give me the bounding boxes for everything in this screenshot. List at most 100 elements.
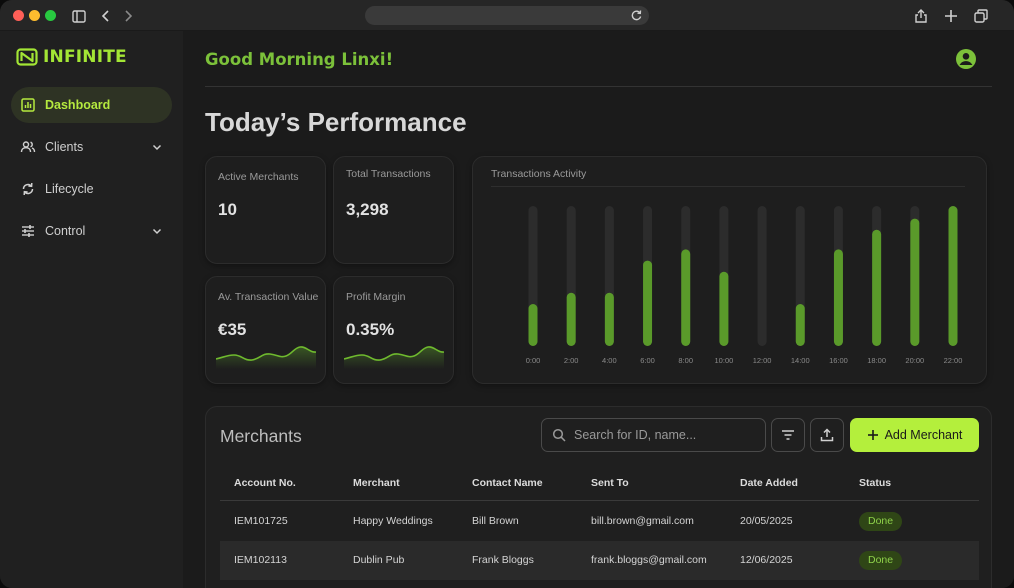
- stat-value: 0.35%: [346, 320, 395, 339]
- column-header-account[interactable]: Account No.: [234, 477, 296, 489]
- sparkline: [344, 346, 444, 369]
- stat-label: Active Merchants: [218, 171, 299, 183]
- stat-label: Profit Margin: [346, 291, 406, 303]
- main-content: Good Morning Linxi! Today’s Performance …: [183, 31, 1014, 588]
- infinite-logo-icon: [16, 48, 38, 66]
- contact-cell: Frank Bloggs: [472, 554, 534, 566]
- plus-icon: [867, 430, 878, 440]
- address-bar[interactable]: [365, 6, 649, 25]
- merchant-cell: Dublin Pub: [353, 554, 405, 566]
- greeting: Good Morning Linxi!: [205, 50, 394, 69]
- merchant-cell: Happy Weddings: [353, 515, 433, 527]
- bar-4:00[interactable]: [604, 292, 614, 346]
- column-header-status[interactable]: Status: [859, 477, 892, 489]
- users-icon: [20, 139, 36, 155]
- cycle-icon: [20, 181, 36, 197]
- new-tab-icon[interactable]: [941, 6, 961, 26]
- stat-label: Total Transactions: [346, 168, 431, 180]
- minimize-window-button[interactable]: [29, 10, 40, 21]
- forward-icon[interactable]: [118, 6, 138, 26]
- sidebar-item-label: Control: [45, 224, 86, 238]
- tick-label: 2:00: [564, 356, 579, 365]
- bar-14:00[interactable]: [795, 304, 805, 346]
- chart-divider: [491, 186, 965, 187]
- filter-button[interactable]: [771, 418, 805, 452]
- stat-card-profit-margin: Profit Margin 0.35%: [333, 276, 454, 384]
- bar-2:00[interactable]: [566, 292, 576, 346]
- account-avatar-icon[interactable]: [955, 48, 977, 70]
- table-header: Account No. Merchant Contact Name Sent T…: [220, 467, 979, 501]
- search-placeholder: Search for ID, name...: [574, 428, 697, 442]
- sidebar-item-label: Lifecycle: [45, 182, 94, 196]
- app-logo[interactable]: INFINITE: [16, 47, 127, 67]
- sidebar-toggle-icon[interactable]: [69, 6, 89, 26]
- date-cell: 20/05/2025: [740, 515, 793, 527]
- upload-icon: [820, 428, 834, 442]
- stat-card-active-merchants: Active Merchants 10: [205, 156, 326, 264]
- add-merchant-button[interactable]: Add Merchant: [850, 418, 979, 452]
- table-row[interactable]: IEM102113 Dublin Pub Frank Bloggs frank.…: [220, 541, 979, 580]
- bar-chart-icon: [20, 97, 36, 113]
- merchants-panel: Merchants Search for ID, name... Add Mer…: [205, 406, 992, 588]
- page-title: Today’s Performance: [205, 107, 467, 137]
- stat-value: 10: [218, 200, 237, 219]
- column-header-merchant[interactable]: Merchant: [353, 477, 400, 489]
- tick-label: 16:00: [829, 356, 848, 365]
- bar-18:00[interactable]: [872, 229, 882, 346]
- tick-label: 0:00: [526, 356, 541, 365]
- sliders-icon: [20, 223, 36, 239]
- tick-label: 22:00: [944, 356, 963, 365]
- tick-label: 10:00: [715, 356, 734, 365]
- bar-22:00[interactable]: [948, 206, 958, 346]
- account-cell: IEM101725: [234, 515, 288, 527]
- add-merchant-label: Add Merchant: [884, 428, 963, 442]
- stat-card-avg-transaction-value: Av. Transaction Value €35: [205, 276, 326, 384]
- search-icon: [552, 428, 566, 442]
- browser-titlebar: [0, 0, 1014, 31]
- tab-overview-icon[interactable]: [971, 6, 991, 26]
- merchants-title: Merchants: [220, 426, 302, 446]
- back-icon[interactable]: [96, 6, 116, 26]
- stat-label: Av. Transaction Value: [218, 291, 319, 303]
- bar-8:00[interactable]: [681, 249, 691, 346]
- tick-label: 6:00: [640, 356, 655, 365]
- tick-label: 8:00: [678, 356, 693, 365]
- stat-value: 3,298: [346, 200, 389, 219]
- sidebar: INFINITE Dashboard Clients Lifecycle: [0, 31, 183, 588]
- account-cell: IEM102113: [234, 554, 287, 566]
- bar-20:00[interactable]: [910, 218, 920, 346]
- bar-0:00[interactable]: [528, 304, 538, 346]
- column-header-contact[interactable]: Contact Name: [472, 477, 543, 489]
- table-row[interactable]: IEM101725 Happy Weddings Bill Brown bill…: [220, 502, 979, 541]
- search-input[interactable]: Search for ID, name...: [541, 418, 766, 452]
- chevron-down-icon[interactable]: [151, 225, 163, 237]
- column-header-date-added[interactable]: Date Added: [740, 477, 798, 489]
- export-button[interactable]: [810, 418, 844, 452]
- bar-10:00[interactable]: [719, 271, 729, 346]
- tick-label: 14:00: [791, 356, 810, 365]
- chevron-down-icon[interactable]: [151, 141, 163, 153]
- sidebar-item-clients[interactable]: Clients: [11, 129, 172, 165]
- tick-label: 4:00: [602, 356, 617, 365]
- close-window-button[interactable]: [13, 10, 24, 21]
- sidebar-item-label: Clients: [45, 140, 84, 154]
- bar-16:00[interactable]: [833, 249, 843, 346]
- sidebar-item-lifecycle[interactable]: Lifecycle: [11, 171, 172, 207]
- chart-title: Transactions Activity: [491, 168, 587, 180]
- zoom-window-button[interactable]: [45, 10, 56, 21]
- bar-6:00[interactable]: [643, 260, 653, 346]
- contact-cell: Bill Brown: [472, 515, 519, 527]
- sidebar-item-dashboard[interactable]: Dashboard: [11, 87, 172, 123]
- bar-track: [757, 206, 767, 346]
- stat-value: €35: [218, 320, 247, 339]
- share-icon[interactable]: [911, 6, 931, 26]
- column-header-sent-to[interactable]: Sent To: [591, 477, 629, 489]
- status-badge: Done: [859, 512, 903, 531]
- sidebar-item-control[interactable]: Control: [11, 213, 172, 249]
- date-cell: 12/06/2025: [740, 554, 793, 566]
- transactions-chart: 0:00 2:00 4:00 6:00 8:00 10:00 12:00 14:00 16:00…: [526, 206, 963, 365]
- reload-icon[interactable]: [630, 9, 643, 22]
- sidebar-item-label: Dashboard: [45, 98, 111, 112]
- tick-label: 18:00: [867, 356, 886, 365]
